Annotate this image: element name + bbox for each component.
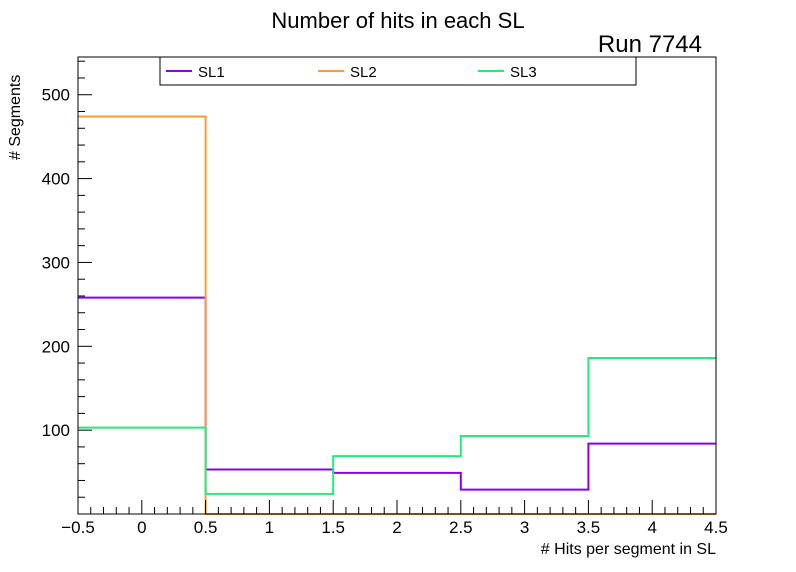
x-axis-label: # Hits per segment in SL bbox=[541, 541, 716, 558]
plot-frame bbox=[77, 56, 717, 515]
x-tick-label: 4.5 bbox=[704, 518, 728, 537]
y-tick-label: 200 bbox=[42, 337, 70, 356]
series-sl3-line bbox=[78, 357, 716, 495]
plot-area bbox=[78, 115, 716, 515]
y-axis: 100 200 300 400 500 bbox=[42, 60, 92, 498]
x-tick-label: −0.5 bbox=[61, 518, 95, 537]
x-tick-label: 1.5 bbox=[321, 518, 345, 537]
series-sl1-line bbox=[78, 296, 716, 491]
y-tick-label: 400 bbox=[42, 170, 70, 189]
series-sl2-line bbox=[78, 115, 716, 515]
legend-box bbox=[159, 56, 637, 86]
legend: SL1 SL2 SL3 bbox=[159, 56, 637, 86]
x-tick-label: 0.5 bbox=[194, 518, 218, 537]
run-label: Run 7744 bbox=[598, 31, 702, 58]
y-axis-label: # Segments bbox=[7, 75, 24, 160]
x-tick-label: 1 bbox=[265, 518, 274, 537]
x-tick-label: 0 bbox=[137, 518, 146, 537]
legend-label-sl2: SL2 bbox=[350, 64, 377, 81]
x-tick-label: 4 bbox=[647, 518, 656, 537]
legend-label-sl1: SL1 bbox=[198, 64, 225, 81]
x-tick-label: 2 bbox=[392, 518, 401, 537]
x-axis: −0.5 0 0.5 1 1.5 2 2.5 3 3.5 4 4.5 bbox=[61, 500, 728, 537]
y-tick-label: 500 bbox=[42, 86, 70, 105]
y-tick-label: 100 bbox=[42, 421, 70, 440]
x-tick-label: 2.5 bbox=[449, 518, 473, 537]
y-tick-label: 300 bbox=[42, 253, 70, 272]
legend-label-sl3: SL3 bbox=[510, 64, 537, 81]
x-tick-label: 3 bbox=[520, 518, 529, 537]
x-tick-label: 3.5 bbox=[577, 518, 601, 537]
chart-title: Number of hits in each SL bbox=[271, 8, 524, 33]
